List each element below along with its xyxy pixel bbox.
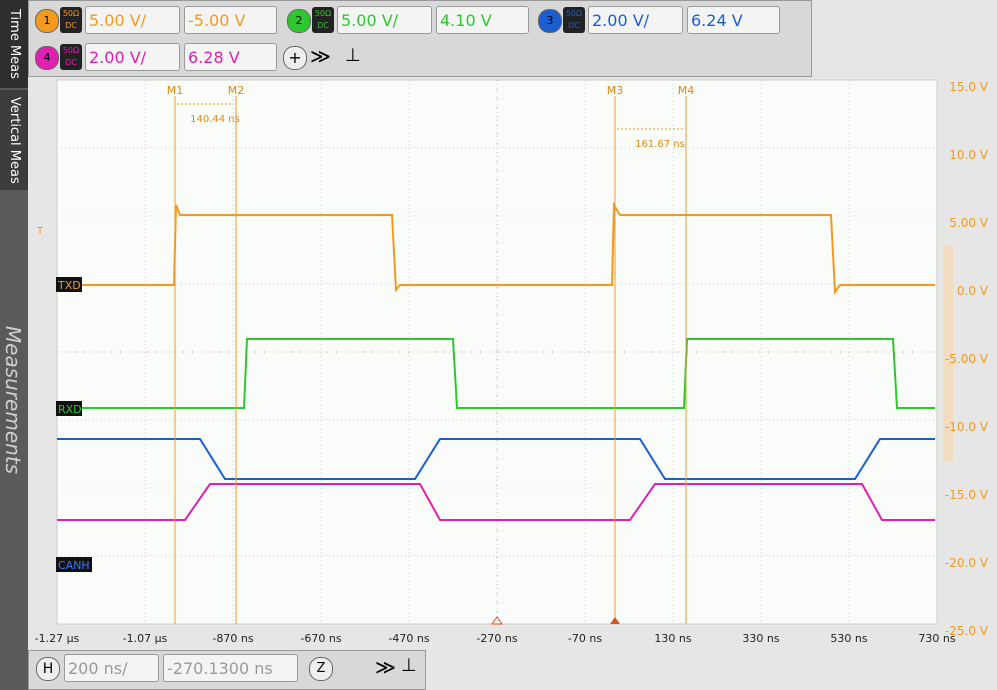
channel-scale[interactable]: 5.00 V/ xyxy=(85,6,180,34)
y-axis-label: 5.00 V xyxy=(949,216,989,230)
y-axis-label: -15.0 V xyxy=(945,488,989,502)
trigger-marker: T xyxy=(36,226,44,237)
delta-label: 140.44 ns xyxy=(190,114,240,125)
y-axis-label: -10.0 V xyxy=(945,420,989,434)
channel-scale[interactable]: 5.00 V/ xyxy=(337,6,432,34)
channel-offset[interactable]: 4.10 V xyxy=(436,6,529,34)
channel-offset[interactable]: 6.24 V xyxy=(687,6,780,34)
more-button[interactable]: ≫ xyxy=(375,655,396,679)
x-axis-label: -70 ns xyxy=(568,632,602,645)
cursor-label[interactable]: M1 xyxy=(167,84,184,97)
impedance: 50Ω xyxy=(62,9,80,18)
time-meas-tab[interactable]: Time Meas xyxy=(0,0,28,88)
label-bg xyxy=(56,277,82,292)
pin-button[interactable]: ⊥ xyxy=(401,655,417,676)
x-axis-label: -670 ns xyxy=(300,632,341,645)
zoom-button[interactable]: Z xyxy=(309,657,333,681)
y-axis-label: 10.0 V xyxy=(949,148,989,162)
vertical-meas-tab[interactable]: Vertical Meas xyxy=(0,90,28,190)
coupling: DC xyxy=(65,58,77,67)
x-axis-label: 130 ns xyxy=(654,632,691,645)
more-button[interactable]: ≫ xyxy=(310,44,331,68)
x-axis-label: -270 ns xyxy=(476,632,517,645)
txd-trace xyxy=(57,201,935,295)
coupling-badge[interactable]: 50Ω DC xyxy=(563,7,585,33)
x-axis-label: 730 ns xyxy=(918,632,955,645)
position-marker xyxy=(491,616,503,625)
y-axis-label: 0.0 V xyxy=(957,284,989,298)
cursor-labels: M1 M2 M3 M4 140.44 ns 161.67 ns xyxy=(167,84,695,150)
x-axis-label: -1.27 µs xyxy=(35,632,80,645)
channel-button[interactable]: 2 xyxy=(287,9,311,33)
coupling: DC xyxy=(317,21,329,30)
canh-trace xyxy=(57,438,935,480)
x-axis-label: 530 ns xyxy=(830,632,867,645)
impedance: 50Ω xyxy=(62,46,80,55)
label-bg xyxy=(56,557,92,572)
y-axis-label: -25.0 V xyxy=(945,624,989,638)
channel-scale[interactable]: 2.00 V/ xyxy=(85,43,180,71)
x-axis-label: -1.07 µs xyxy=(123,632,168,645)
coupling-badge[interactable]: 50Ω DC xyxy=(60,44,82,70)
cursor-label[interactable]: M4 xyxy=(678,84,695,97)
rxd-trace xyxy=(57,338,935,409)
coupling: DC xyxy=(568,21,580,30)
channel-button[interactable]: 1 xyxy=(35,9,59,33)
trace-label: CANH xyxy=(58,559,90,572)
add-button[interactable]: + xyxy=(283,46,307,70)
x-axis-label: -870 ns xyxy=(212,632,253,645)
coupling-badge[interactable]: 50Ω DC xyxy=(312,7,334,33)
cursor-label[interactable]: M3 xyxy=(607,84,624,97)
time-scale[interactable]: 200 ns/ xyxy=(64,654,159,682)
channel-offset[interactable]: -5.00 V xyxy=(184,6,277,34)
trace-label: RXD xyxy=(58,403,82,416)
channel-button[interactable]: 4 xyxy=(35,46,59,70)
cursor-lines xyxy=(174,96,687,624)
y-axis-label: -20.0 V xyxy=(945,556,989,570)
waveform-view: Measurements M1 M2 M3 M4 140.44 ns 161.6… xyxy=(1,79,989,645)
y-axis-label: -5.00 V xyxy=(945,352,989,366)
delta-label: 161.67 ns xyxy=(635,139,685,150)
trace-label: TXD xyxy=(57,279,81,292)
coupling-badge[interactable]: 50Ω DC xyxy=(60,7,82,33)
x-axis-label: -470 ns xyxy=(388,632,429,645)
canl-trace xyxy=(57,483,935,521)
channel-scale[interactable]: 2.00 V/ xyxy=(588,6,683,34)
offset-bar xyxy=(943,245,953,462)
time-position[interactable]: -270.1300 ns xyxy=(163,654,298,682)
channel-button[interactable]: 3 xyxy=(538,9,562,33)
trigger-position xyxy=(610,617,620,624)
label-bg xyxy=(56,401,82,416)
impedance: 50Ω xyxy=(565,9,583,18)
pin-button[interactable]: ⊥ xyxy=(345,45,361,66)
impedance: 50Ω xyxy=(314,9,332,18)
horizontal-button[interactable]: H xyxy=(36,657,60,681)
measurements-watermark: Measurements xyxy=(1,326,25,474)
coupling: DC xyxy=(65,21,77,30)
y-axis-label: 15.0 V xyxy=(949,80,989,94)
channel-offset[interactable]: 6.28 V xyxy=(184,43,277,71)
x-axis-label: 330 ns xyxy=(742,632,779,645)
cursor-label[interactable]: M2 xyxy=(228,84,245,97)
